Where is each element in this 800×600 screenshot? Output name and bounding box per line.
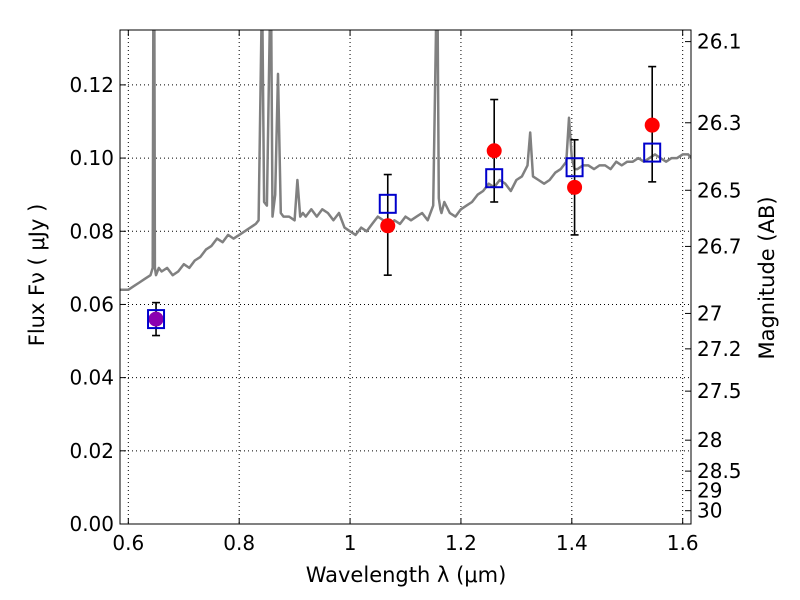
y-tick-label: 0.06 [69,292,114,316]
axis-tick-labels: 0.6 0.8 1 1.2 1.4 1.6 0.00 0.02 0.04 0.06 0.08 0.10… [69,30,741,555]
x-tick-label: 0.6 [112,531,144,555]
y2-tick-label: 28 [697,428,722,452]
x-tick-label: 1.4 [556,531,588,555]
y2-tick-label: 27.5 [697,379,742,403]
observed-point [148,311,164,327]
y2-tick-label: 29 [697,479,722,503]
y2-tick-label: 26.3 [697,111,742,135]
y-axis-label: Flux Fν ( μJy ) [25,204,49,347]
y-tick-label: 0.00 [69,512,114,536]
model-point [485,168,504,189]
spectrum-series [120,30,691,292]
x-tick-label: 1.2 [445,531,477,555]
y-tick-label: 0.10 [69,146,114,170]
x-tick-label: 1 [344,531,357,555]
x-tick-label: 0.8 [223,531,255,555]
y2-tick-label: 27.2 [697,337,742,361]
observed-point [644,117,660,133]
y2-tick-label: 26.5 [697,178,742,202]
model-point [147,309,166,330]
grid [120,30,691,525]
y-tick-label: 0.02 [69,439,114,463]
observed-point [567,179,583,195]
model-point [565,157,584,178]
y-tick-label: 0.08 [69,219,114,243]
y2-tick-label: 30 [697,499,722,523]
x-tick-label: 1.6 [667,531,699,555]
y2-tick-label: 27 [697,301,722,325]
errorbars [152,65,657,337]
observed-point [486,143,502,159]
y2-tick-label: 26.1 [697,30,742,54]
y2-tick-label: 28.5 [697,459,742,483]
observed-point [380,218,396,234]
plot-frame [119,29,692,525]
y-tick-label: 0.12 [69,73,114,97]
y-tick-label: 0.04 [69,366,114,390]
axis-ticks [120,30,691,525]
model-point [378,193,397,214]
y2-axis-label: Magnitude (AB) [755,196,779,359]
model-point [643,142,662,163]
y2-tick-label: 26.7 [697,234,742,258]
x-axis-label: Wavelength λ (μm) [306,563,507,587]
spectrum-line [120,30,691,292]
observed-series [148,117,660,327]
model-series [147,142,662,330]
